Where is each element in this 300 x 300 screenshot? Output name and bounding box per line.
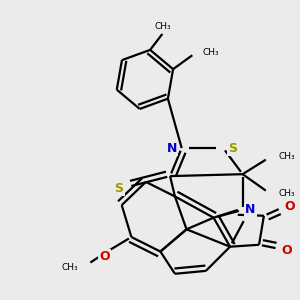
Text: CH₃: CH₃ <box>61 263 78 272</box>
Text: N: N <box>167 142 177 154</box>
Text: CH₃: CH₃ <box>278 152 295 161</box>
Text: O: O <box>285 200 295 213</box>
Text: O: O <box>282 244 292 257</box>
Text: S: S <box>114 182 123 195</box>
Text: O: O <box>99 250 110 263</box>
Text: S: S <box>228 142 237 154</box>
Text: CH₃: CH₃ <box>278 189 295 198</box>
Text: N: N <box>245 203 256 217</box>
Text: CH₃: CH₃ <box>203 48 220 57</box>
Text: CH₃: CH₃ <box>154 22 171 31</box>
